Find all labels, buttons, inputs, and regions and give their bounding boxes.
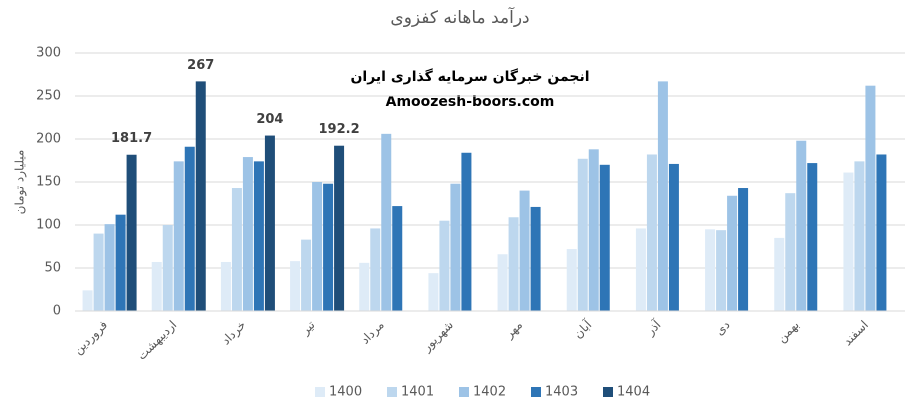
legend-swatch	[531, 387, 541, 397]
bar	[588, 149, 599, 311]
bar	[93, 233, 104, 311]
bar	[774, 237, 785, 311]
legend-swatch	[603, 387, 613, 397]
bar	[705, 229, 716, 311]
bar	[807, 163, 818, 311]
legend-swatch	[459, 387, 469, 397]
bar	[359, 262, 370, 311]
legend-swatch	[315, 387, 325, 397]
bar	[323, 183, 334, 311]
bar	[220, 261, 231, 311]
y-tick-label: 150	[36, 175, 61, 190]
y-tick-label: 100	[36, 218, 61, 233]
data-label: 267	[187, 58, 214, 73]
bar	[82, 290, 93, 311]
bar	[668, 163, 679, 311]
bar	[530, 206, 541, 311]
bar	[566, 249, 577, 311]
bar	[301, 239, 312, 311]
bar	[508, 217, 519, 311]
annotation: Amoozesh-boors.com	[386, 94, 555, 110]
legend-label: 1401	[401, 385, 434, 400]
bar	[738, 188, 749, 311]
bar	[184, 146, 195, 311]
bar	[796, 140, 807, 311]
bar	[635, 228, 646, 311]
bar	[439, 220, 450, 311]
legend-label: 1403	[545, 385, 578, 400]
bar	[253, 161, 264, 311]
bar	[290, 261, 301, 311]
annotation: انجمن خبرگان سرمایه گذاری ایران	[350, 68, 589, 85]
data-label: 192.2	[319, 122, 360, 137]
data-label: 204	[256, 112, 283, 127]
bar	[785, 193, 796, 311]
bar	[195, 81, 206, 311]
bar	[428, 273, 439, 311]
bar	[381, 133, 392, 311]
bar	[264, 135, 275, 311]
legend-swatch	[387, 387, 397, 397]
bar	[577, 158, 588, 311]
chart-title: درآمد ماهانه کفزوی	[390, 6, 529, 28]
y-axis-label: میلیارد تومان	[13, 150, 28, 215]
bar	[115, 214, 126, 311]
y-tick-label: 300	[36, 46, 61, 61]
bar	[461, 152, 472, 311]
bar	[876, 154, 887, 311]
bar	[126, 154, 137, 311]
legend-label: 1402	[473, 385, 506, 400]
legend-label: 1404	[617, 385, 650, 400]
bar	[657, 81, 668, 311]
bar	[599, 164, 610, 311]
bar	[843, 172, 854, 311]
bar	[865, 85, 876, 312]
bar	[392, 206, 403, 311]
bar	[716, 230, 727, 311]
bar	[370, 228, 381, 311]
bar	[854, 161, 865, 311]
bar	[173, 161, 184, 311]
bar	[231, 188, 242, 311]
bar	[334, 145, 345, 311]
bar	[312, 182, 323, 311]
bar	[151, 261, 162, 311]
bar	[646, 154, 657, 311]
bar	[450, 183, 461, 311]
y-tick-label: 50	[44, 261, 61, 276]
data-label: 181.7	[111, 131, 152, 146]
bar	[242, 157, 253, 311]
y-tick-label: 0	[53, 304, 61, 319]
bar	[162, 225, 173, 311]
bar	[727, 195, 738, 311]
bar	[497, 254, 508, 311]
legend-label: 1400	[329, 385, 362, 400]
y-tick-label: 200	[36, 132, 61, 147]
bar	[519, 190, 530, 311]
bar	[104, 224, 115, 311]
y-tick-label: 250	[36, 89, 61, 104]
